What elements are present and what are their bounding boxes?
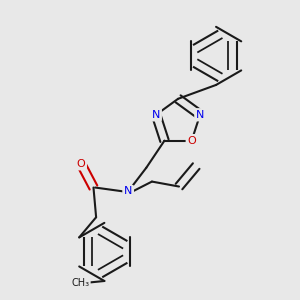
Text: N: N <box>196 110 204 120</box>
Text: N: N <box>124 187 132 196</box>
Text: N: N <box>152 110 160 120</box>
Text: CH₃: CH₃ <box>71 278 90 288</box>
Text: O: O <box>76 159 85 169</box>
Text: O: O <box>187 136 196 146</box>
